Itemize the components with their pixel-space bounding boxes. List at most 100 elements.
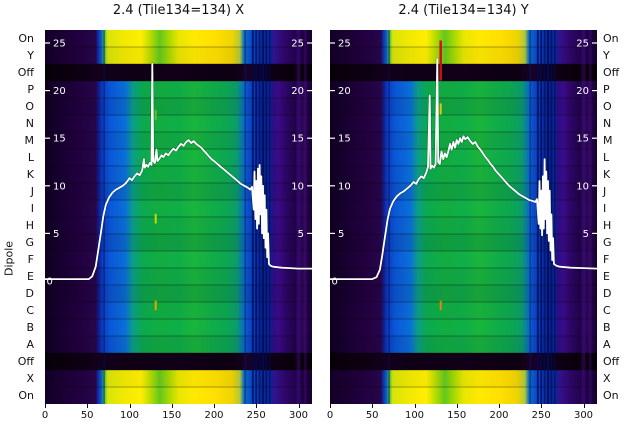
heatmap-row-k-8 — [330, 166, 597, 183]
heatmap-row-off-19 — [45, 353, 312, 370]
dipole-label-right-i: I — [603, 202, 607, 215]
heatmap-row-o-4 — [45, 98, 312, 115]
dipole-label-left-off: Off — [17, 66, 34, 79]
heatmap-row-a-18 — [45, 336, 312, 353]
line-scale-tick-right: 10 — [291, 181, 304, 192]
heatmap-row-on-0 — [330, 30, 597, 47]
dipole-label-left-f: F — [27, 253, 34, 266]
flag-marker — [154, 110, 157, 120]
x-tick-mark — [414, 404, 416, 408]
heatmap-row-n-5 — [45, 115, 312, 132]
flag-marker — [154, 300, 157, 311]
dipole-label-left-b: B — [26, 321, 34, 334]
heatmap-row-h-11 — [330, 217, 597, 234]
channel-stripe — [588, 30, 592, 404]
heatmap-row-n-5 — [330, 115, 597, 132]
x-tick-mark — [499, 404, 500, 408]
dipole-label-left-p: P — [27, 83, 34, 96]
heatmap-row-y-1 — [45, 47, 312, 64]
dipole-label-left-on: On — [18, 389, 34, 402]
x-tick-label: 50 — [365, 410, 379, 421]
dipole-label-left-e: E — [27, 270, 34, 283]
line-scale-zero: 0 — [47, 277, 53, 288]
line-scale-tick-left: 10 — [53, 181, 66, 192]
line-scale-tick-left: 5 — [338, 229, 344, 240]
x-tick-mark — [330, 404, 331, 408]
line-scale-tick-left: 15 — [338, 134, 351, 145]
channel-stripe — [388, 30, 390, 404]
heatmap-row-on-0 — [45, 30, 312, 47]
heatmap-row-p-3 — [330, 81, 597, 98]
heatmap-row-g-12 — [330, 234, 597, 251]
dipole-label-left-off: Off — [17, 355, 34, 368]
dipole-label-left-n: N — [25, 117, 34, 130]
heatmap-row-p-3 — [45, 81, 312, 98]
line-scale-tick-left: 15 — [53, 134, 66, 145]
dipole-label-right-g: G — [603, 236, 612, 249]
dipole-label-right-k: K — [603, 168, 611, 181]
heatmap-row-c-16 — [45, 302, 312, 319]
dipole-label-right-f: F — [603, 253, 610, 266]
line-scale-tick-right: 15 — [576, 134, 589, 145]
spectrum-line-x — [45, 63, 312, 281]
heatmap-row-off-2 — [330, 64, 597, 81]
x-tick-label: 0 — [41, 410, 49, 421]
x-tick-label: 100 — [119, 410, 140, 421]
line-scale-tick-left: 25 — [338, 39, 351, 50]
channel-stripe — [529, 30, 531, 404]
heatmap-row-j-9 — [45, 183, 312, 200]
line-scale-zero: 0 — [332, 277, 338, 288]
dipole-label-right-h: H — [603, 219, 612, 232]
dipole-label-right-c: C — [603, 304, 611, 317]
line-scale-tick-left: 20 — [53, 86, 66, 97]
heatmap-x: 25 25 20 20 15 15 10 10 5 5 0 — [45, 30, 312, 404]
x-tick-mark — [129, 404, 131, 408]
channel-stripe — [554, 30, 556, 404]
flag-marker — [439, 300, 442, 311]
line-scale-tick-left: 20 — [338, 86, 351, 97]
x-tick-mark — [214, 404, 215, 408]
channel-stripe — [251, 30, 254, 404]
x-tick-mark — [87, 404, 89, 408]
flag-marker — [154, 213, 157, 224]
spectrum-line-y — [330, 58, 597, 281]
channel-stripe — [581, 30, 586, 404]
line-scale-tick-right: 5 — [298, 229, 304, 240]
x-tick-label: 300 — [288, 410, 309, 421]
dipole-label-right-j: J — [603, 185, 607, 198]
line-scale-tick-right: 25 — [291, 39, 304, 50]
x-tick-label: 150 — [447, 410, 467, 421]
dipole-label-right-off: Off — [603, 355, 620, 368]
x-tick-mark — [171, 404, 173, 408]
dipole-label-right-o: O — [603, 100, 612, 113]
line-scale-tick-left: 25 — [53, 39, 66, 50]
dipole-label-left-d: D — [25, 287, 34, 300]
x-tick-label: 200 — [204, 410, 224, 421]
line-scale-tick-right: 10 — [576, 181, 589, 192]
heatmap-row-c-16 — [330, 302, 597, 319]
heatmap-row-d-15 — [45, 285, 312, 302]
heatmap-row-h-11 — [45, 217, 312, 234]
heatmap-row-l-7 — [45, 149, 312, 166]
dipole-label-right-m: M — [603, 134, 613, 147]
channel-stripe — [269, 30, 271, 404]
dipole-label-left-x: X — [26, 372, 34, 385]
dipole-label-right-off: Off — [603, 66, 620, 79]
heatmap-row-a-18 — [330, 336, 597, 353]
dipole-label-left-k: K — [26, 168, 34, 181]
dipole-label-left-g: G — [25, 236, 34, 249]
line-scale-tick-right: 20 — [576, 86, 589, 97]
dipole-label-right-y: Y — [603, 49, 610, 62]
line-scale-tick-left: 5 — [53, 229, 59, 240]
x-tick-label: 250 — [246, 410, 266, 421]
dipole-label-left-i: I — [30, 202, 34, 215]
heatmap-row-o-4 — [330, 98, 597, 115]
dipole-label-left-j: J — [30, 185, 34, 198]
heatmap-row-on-21 — [45, 387, 312, 404]
dipole-label-right-e: E — [603, 270, 610, 283]
x-tick-label: 300 — [573, 410, 594, 421]
dipole-label-right-on: On — [603, 389, 619, 402]
channel-stripe — [303, 30, 307, 404]
heatmap-row-off-2 — [45, 64, 312, 81]
heatmap-row-x-20 — [330, 370, 597, 387]
